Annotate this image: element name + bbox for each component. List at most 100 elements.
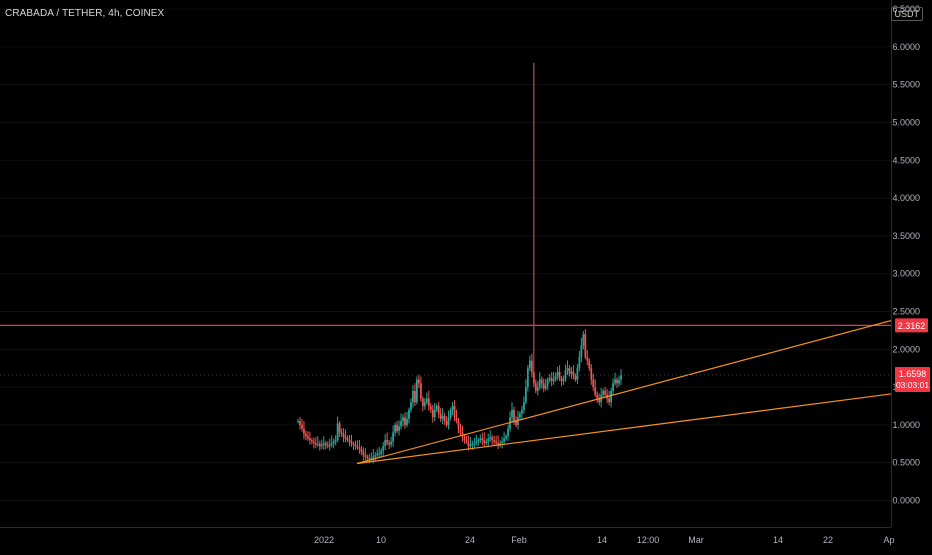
candle-body [312, 441, 315, 444]
candle-body [354, 444, 357, 447]
candle-body [330, 443, 333, 445]
candle-body [338, 423, 341, 433]
y-tick-label: 5.5000 [892, 80, 920, 90]
y-tick-label: 0.5000 [892, 458, 920, 468]
candle-body [479, 438, 482, 441]
candle-body [467, 441, 470, 447]
candle-body [305, 434, 307, 437]
candle-body [328, 444, 331, 447]
price-axis-border [891, 0, 892, 527]
candle-body [556, 372, 559, 376]
candle-body [465, 440, 468, 442]
candle-body [608, 398, 611, 403]
candle-body [515, 421, 517, 425]
candle-body [519, 413, 521, 418]
candle-body [592, 379, 595, 388]
candle-body [461, 432, 464, 437]
candles-layer [297, 62, 622, 464]
candle-body [392, 432, 395, 442]
candle-body [572, 372, 575, 376]
candle-body [320, 444, 323, 447]
candle-body [548, 378, 551, 380]
candle-body [451, 406, 454, 410]
price-line-label-bg [895, 318, 928, 333]
candle-body [316, 443, 319, 445]
candle-body [394, 424, 396, 433]
candle-body [344, 437, 347, 439]
y-tick-label: 6.0000 [892, 42, 920, 52]
candle-body [521, 409, 523, 414]
candle-body [427, 398, 430, 407]
candle-body [560, 378, 563, 382]
candle-body [550, 378, 553, 382]
candle-body [374, 455, 377, 457]
x-tick-label: 10 [376, 535, 386, 545]
candle-body [598, 398, 601, 403]
trendline [356, 393, 892, 465]
candle-body [364, 455, 367, 457]
candle-body [386, 440, 389, 444]
candle-body [594, 387, 597, 395]
candle-body [588, 360, 591, 369]
candle-body [346, 438, 349, 441]
candle-body [524, 387, 527, 403]
candle-body [483, 440, 486, 444]
y-tick-label: 4.0000 [892, 193, 920, 203]
candle-body [540, 379, 543, 384]
candle-body [358, 447, 361, 450]
candle-body [410, 402, 412, 410]
candle-body [620, 375, 622, 380]
candle-body [475, 441, 478, 444]
candle-body [314, 443, 317, 445]
x-tick-label: Ap [883, 535, 894, 545]
candle-body [435, 406, 438, 410]
candle-body [501, 441, 504, 444]
candle-body [447, 417, 450, 425]
candle-body [431, 409, 434, 418]
candle-body [544, 385, 547, 389]
candle-body [376, 453, 379, 456]
x-tick-label: 22 [823, 535, 833, 545]
candle-body [469, 444, 472, 447]
candle-body [505, 436, 507, 439]
candle-body [590, 368, 593, 380]
candle-body [390, 441, 393, 445]
time-axis[interactable]: 2022 10 24 Feb 14 12:00 Mar 14 22 Ap [314, 535, 895, 545]
candle-body [429, 406, 432, 410]
candle-body [576, 368, 579, 380]
candle-body [414, 390, 416, 403]
candle-body [322, 443, 325, 445]
candle-body [566, 368, 569, 371]
candle-body [618, 379, 620, 384]
candle-body [578, 356, 581, 369]
candle-body [443, 415, 446, 422]
candle-body [412, 390, 414, 403]
candle-body [324, 443, 327, 446]
currency-badge[interactable]: USDT [890, 7, 923, 21]
candle-body [380, 450, 383, 454]
candle-body [517, 417, 519, 425]
candle-body [445, 421, 448, 425]
candle-body [491, 437, 494, 441]
candle-body [538, 379, 541, 388]
candle-body [610, 390, 612, 403]
y-tick-label: 0.0000 [892, 496, 920, 506]
candle-body [582, 334, 585, 346]
candle-body [481, 438, 484, 441]
chart-title[interactable]: CRABADA / TETHER, 4h, COINEX [5, 8, 165, 19]
y-tick-label: 3.0000 [892, 269, 920, 279]
candle-body [459, 428, 462, 433]
last-price-label: 1.6598 [899, 369, 927, 379]
trendline [356, 320, 892, 465]
price-axis[interactable]: 6.5000 6.0000 5.5000 5.0000 4.5000 4.0000 3.50… [0, 4, 920, 506]
y-tick-label: 5.0000 [892, 117, 920, 127]
time-axis-border [0, 527, 891, 528]
candle-body [408, 409, 410, 419]
x-tick-label: 14 [597, 535, 607, 545]
y-tick-label: 3.5000 [892, 231, 920, 241]
candle-body [310, 440, 313, 442]
candle-body [366, 456, 369, 459]
